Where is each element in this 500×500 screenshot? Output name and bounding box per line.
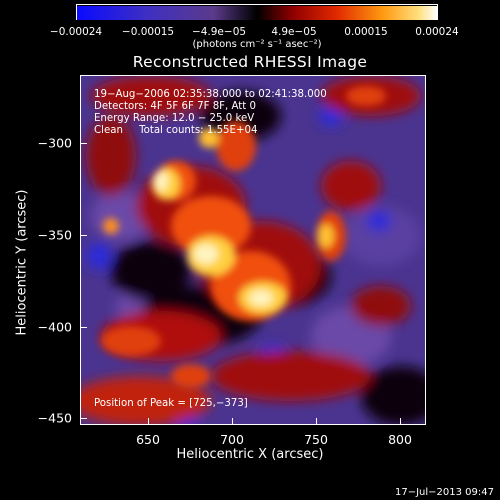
colorbar-tick-label: 0.00024 <box>415 26 459 38</box>
x-tick-label: 750 <box>304 432 328 447</box>
colorbar-gradient <box>77 6 437 20</box>
x-axis-label: Heliocentric X (arcsec) <box>176 447 324 462</box>
info-time-range: 19−Aug−2006 02:35:38.000 to 02:41:38.000 <box>94 89 327 100</box>
y-tick <box>80 418 87 419</box>
colorbar-tick-label: −4.9e−05 <box>191 26 247 38</box>
x-tick <box>316 418 317 425</box>
colorbar <box>76 4 438 20</box>
y-tick <box>80 235 87 236</box>
x-tick-label: 650 <box>136 432 160 447</box>
x-tick <box>232 418 233 425</box>
x-tick-label: 700 <box>220 432 244 447</box>
colorbar-tick-label: 0.00015 <box>344 26 388 38</box>
y-tick <box>80 327 87 328</box>
rhessi-image: 19−Aug−2006 02:35:38.000 to 02:41:38.000… <box>80 75 426 425</box>
y-tick-label: −400 <box>37 319 72 335</box>
info-clean-counts: Clean Total counts: 1.55E+04 <box>94 125 258 136</box>
y-axis-label: Heliocentric Y (arcsec) <box>14 189 30 336</box>
heatmap-image <box>81 76 425 424</box>
x-tick <box>400 418 401 425</box>
info-energy-range: Energy Range: 12.0 − 25.0 keV <box>94 113 255 124</box>
colorbar-tick-label: −0.00024 <box>49 26 103 38</box>
colorbar-tick-label: −0.00015 <box>121 26 175 38</box>
peak-position: Position of Peak = [725,−373] <box>94 398 248 409</box>
y-tick-label: −450 <box>37 410 72 426</box>
x-tick <box>148 418 149 425</box>
timestamp: 17−Jul−2013 09:47 <box>395 487 494 498</box>
info-detectors: Detectors: 4F 5F 6F 7F 8F, Att 0 <box>94 101 257 112</box>
colorbar-tick-label: 4.9e−05 <box>271 26 317 38</box>
y-tick-label: −350 <box>37 227 72 243</box>
y-tick-label: −300 <box>37 135 72 151</box>
plot-title: Reconstructed RHESSI Image <box>132 53 368 71</box>
colorbar-units: (photons cm⁻² s⁻¹ asec⁻²) <box>192 39 322 50</box>
y-tick <box>80 143 87 144</box>
x-tick-label: 800 <box>388 432 412 447</box>
